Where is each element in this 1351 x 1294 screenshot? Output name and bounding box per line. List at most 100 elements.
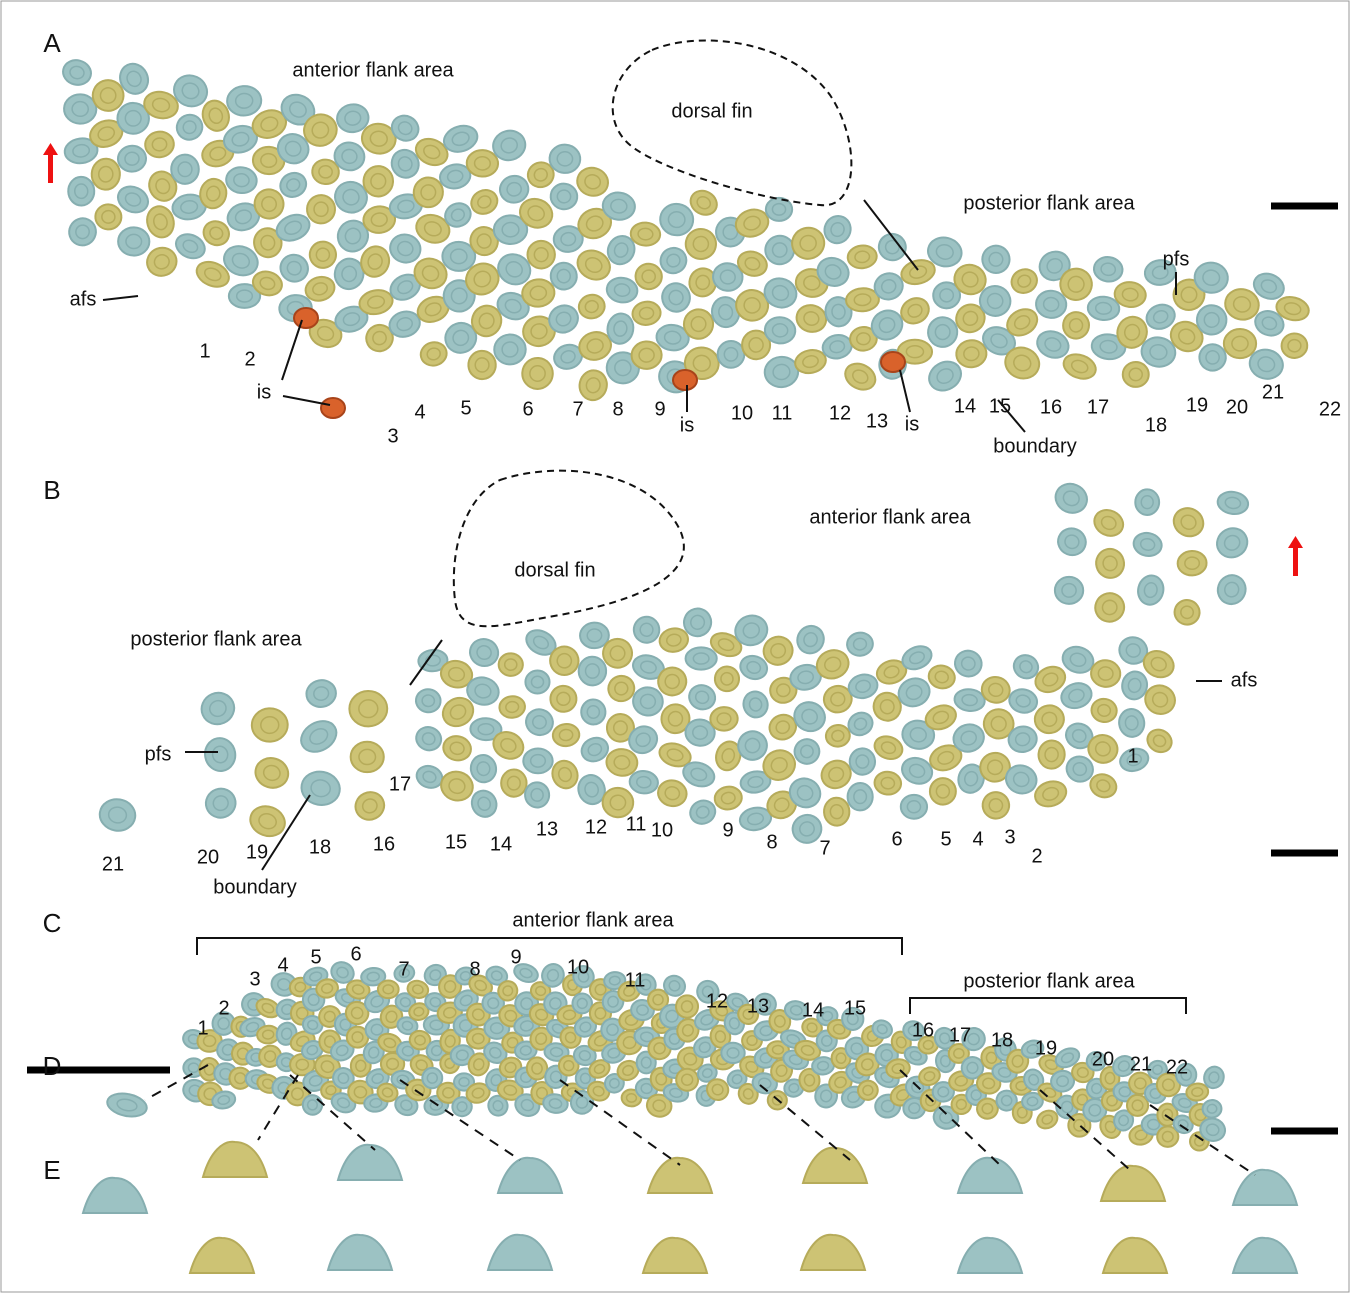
scale [251, 707, 289, 742]
interstitial-scale [321, 398, 345, 418]
scale [1127, 1095, 1149, 1116]
label: boundary [213, 876, 296, 898]
scale [442, 242, 475, 271]
scale [171, 155, 199, 184]
scale [710, 706, 739, 731]
row-number: 1 [197, 1017, 208, 1039]
scale [349, 691, 388, 727]
row-number: 13 [536, 818, 558, 840]
row-number: 15 [989, 395, 1011, 417]
row-number: 9 [654, 398, 665, 420]
row-number: 5 [310, 946, 321, 968]
panel-label: C [43, 908, 62, 938]
row-number: 2 [218, 997, 229, 1019]
row-number: 15 [844, 997, 866, 1019]
scale [117, 145, 147, 173]
scale [523, 748, 552, 773]
scale [549, 144, 582, 174]
row-number: 9 [510, 946, 521, 968]
scale [549, 685, 577, 713]
row-number: 20 [1092, 1048, 1114, 1070]
row-number: 20 [1226, 396, 1248, 418]
label: is [680, 414, 694, 436]
panel-label: E [43, 1155, 60, 1185]
scale [1055, 577, 1084, 604]
label: posterior flank area [130, 628, 302, 650]
row-number: 21 [102, 853, 124, 875]
row-number: 13 [866, 410, 888, 432]
scale [378, 980, 399, 998]
row-number: 17 [949, 1024, 971, 1046]
row-number: 12 [706, 990, 728, 1012]
label: pfs [145, 743, 172, 765]
panel-label: D [43, 1051, 62, 1081]
scale [930, 778, 956, 805]
scale [578, 656, 607, 686]
row-number: 13 [747, 995, 769, 1017]
panel-label: A [43, 28, 61, 58]
row-number: 3 [387, 425, 398, 447]
row-number: 2 [244, 348, 255, 370]
scale [466, 149, 499, 177]
row-number: 9 [722, 819, 733, 841]
label: afs [1231, 669, 1258, 691]
scale [847, 783, 873, 811]
row-number: 10 [567, 956, 589, 978]
row-number: 14 [954, 395, 976, 417]
scale [714, 665, 740, 692]
row-number: 17 [1087, 396, 1109, 418]
scale [501, 769, 527, 796]
row-number: 19 [246, 841, 268, 863]
row-number: 5 [940, 828, 951, 850]
label: is [905, 413, 919, 435]
row-number: 8 [469, 958, 480, 980]
scale [68, 176, 95, 206]
row-number: 21 [1130, 1053, 1152, 1075]
row-number: 18 [1145, 414, 1167, 436]
row-number: 6 [350, 943, 361, 965]
interstitial-scale [294, 308, 318, 328]
label: posterior flank area [963, 970, 1135, 992]
scale [1202, 1099, 1222, 1118]
scale [1123, 362, 1149, 387]
scale [363, 165, 394, 197]
label: anterior flank area [809, 506, 971, 528]
figure: A B C D Eanterior flank area dorsal fin poster… [0, 0, 1351, 1294]
row-number: 7 [398, 958, 409, 980]
label: anterior flank area [512, 909, 674, 931]
row-number: 4 [972, 828, 983, 850]
row-number: 17 [389, 773, 411, 795]
scale [718, 341, 745, 368]
row-number: 4 [277, 954, 288, 976]
scale [849, 748, 876, 776]
row-number: 18 [309, 836, 331, 858]
row-number: 16 [1040, 396, 1062, 418]
label: dorsal fin [514, 559, 595, 581]
panel-label: B [43, 475, 60, 505]
scale [521, 357, 554, 390]
scale [494, 334, 526, 365]
interstitial-scale [673, 370, 697, 390]
row-number: 6 [522, 398, 533, 420]
row-number: 3 [1004, 826, 1015, 848]
row-number: 14 [802, 999, 824, 1021]
label: dorsal fin [671, 100, 752, 122]
scale [630, 222, 661, 247]
interstitial-scale [881, 352, 905, 372]
scale [525, 670, 549, 693]
scale [1177, 550, 1207, 576]
scale [823, 797, 850, 826]
row-number: 8 [766, 831, 777, 853]
scale [1135, 489, 1159, 515]
row-number: 15 [445, 831, 467, 853]
scale [498, 653, 524, 677]
row-number: 2 [1031, 845, 1042, 867]
row-number: 22 [1319, 398, 1341, 420]
row-number: 8 [612, 398, 623, 420]
row-number: 4 [414, 401, 425, 423]
row-number: 19 [1035, 1037, 1057, 1059]
row-number: 11 [625, 969, 646, 991]
scale [686, 647, 717, 669]
label: pfs [1163, 248, 1190, 270]
label: anterior flank area [292, 59, 454, 81]
